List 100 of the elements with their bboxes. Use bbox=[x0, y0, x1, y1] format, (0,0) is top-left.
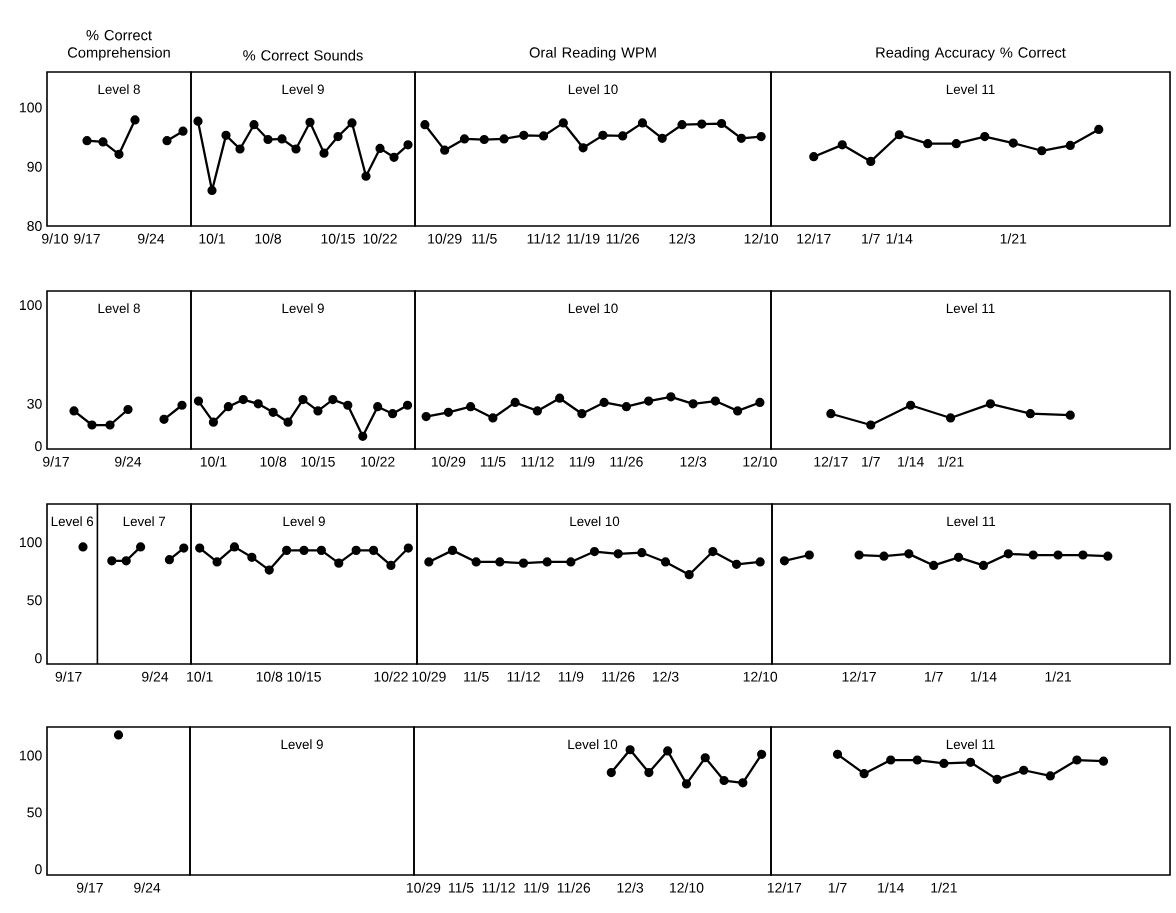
point bbox=[466, 402, 476, 412]
point bbox=[637, 118, 648, 128]
text: Level 9 bbox=[283, 516, 325, 527]
text: Level 8 bbox=[98, 303, 140, 314]
point bbox=[809, 152, 819, 162]
x-tick-label: 1/21 bbox=[1045, 671, 1071, 682]
point bbox=[826, 409, 836, 419]
x-tick-label: 11/12 bbox=[507, 671, 540, 682]
point bbox=[613, 549, 623, 559]
point bbox=[291, 144, 301, 154]
x-tick-label: 10/22 bbox=[363, 233, 397, 244]
point bbox=[710, 396, 720, 406]
point bbox=[420, 120, 430, 130]
y-tick-label: 0 bbox=[35, 864, 42, 875]
point bbox=[375, 143, 385, 153]
text: Level 11 bbox=[946, 739, 995, 750]
point bbox=[708, 546, 718, 557]
x-tick-label: 9/24 bbox=[115, 456, 142, 467]
point bbox=[164, 555, 175, 565]
point bbox=[755, 397, 765, 408]
point bbox=[178, 126, 188, 136]
point bbox=[334, 558, 344, 568]
point bbox=[386, 560, 396, 571]
point bbox=[283, 417, 293, 427]
point bbox=[663, 746, 673, 756]
point bbox=[479, 134, 489, 145]
point bbox=[358, 431, 368, 441]
point bbox=[837, 140, 847, 150]
point bbox=[107, 556, 117, 566]
chart-title: Reading Accuracy % Correct bbox=[876, 46, 1066, 61]
annotation: Level 7 bbox=[123, 516, 166, 527]
point bbox=[162, 136, 172, 146]
point bbox=[510, 397, 520, 408]
point bbox=[688, 399, 698, 409]
point bbox=[368, 545, 379, 555]
point bbox=[945, 413, 956, 423]
x-tick-label: 10/1 bbox=[187, 671, 213, 682]
x-tick-label: 12/17 bbox=[767, 882, 802, 893]
x-tick-label: 12/3 bbox=[652, 671, 679, 682]
point bbox=[621, 402, 631, 412]
point bbox=[978, 560, 989, 571]
y-tick-label: 50 bbox=[27, 595, 42, 606]
x-tick-label: 9/24 bbox=[142, 671, 169, 682]
text: Level 6 bbox=[51, 516, 94, 527]
x-tick-label: 9/24 bbox=[134, 882, 161, 893]
point bbox=[1003, 549, 1013, 559]
point bbox=[495, 557, 505, 567]
point bbox=[532, 406, 542, 416]
point bbox=[1053, 550, 1063, 560]
point bbox=[223, 402, 233, 412]
x-tick-label: 12/10 bbox=[670, 882, 704, 893]
point bbox=[263, 134, 273, 145]
text: Level 9 bbox=[282, 84, 324, 95]
x-tick-label: 1/14 bbox=[878, 882, 904, 893]
point bbox=[939, 758, 949, 769]
x-tick-label: 12/10 bbox=[744, 233, 779, 244]
point bbox=[666, 392, 676, 402]
point bbox=[402, 400, 413, 410]
point bbox=[755, 557, 765, 567]
x-tick-label: 11/12 bbox=[527, 233, 560, 244]
point bbox=[578, 143, 588, 153]
point bbox=[1025, 409, 1035, 419]
point bbox=[193, 396, 204, 406]
point bbox=[235, 144, 245, 154]
point bbox=[78, 542, 88, 552]
point bbox=[193, 116, 203, 126]
point bbox=[757, 749, 767, 759]
x-tick-label: 11/5 bbox=[448, 882, 474, 893]
point bbox=[443, 407, 453, 417]
point bbox=[69, 406, 79, 416]
point bbox=[598, 130, 608, 140]
point bbox=[923, 139, 933, 149]
point bbox=[277, 134, 287, 144]
point bbox=[538, 131, 549, 141]
point bbox=[98, 137, 108, 147]
text: Level 10 bbox=[568, 739, 618, 750]
point bbox=[985, 399, 996, 409]
point bbox=[499, 134, 509, 144]
point bbox=[912, 755, 922, 765]
point bbox=[388, 409, 398, 419]
x-tick-label: 10/15 bbox=[301, 456, 335, 467]
text: Level 10 bbox=[568, 303, 618, 314]
x-tick-label: 10/15 bbox=[287, 671, 321, 682]
x-tick-label: 12/3 bbox=[680, 456, 707, 467]
point bbox=[566, 557, 576, 567]
point bbox=[1094, 124, 1104, 135]
x-tick-label: 11/12 bbox=[482, 882, 515, 893]
point bbox=[1072, 755, 1082, 765]
point bbox=[589, 546, 600, 557]
point bbox=[644, 396, 654, 406]
x-tick-label: 11/19 bbox=[567, 233, 600, 244]
x-tick-label: 11/9 bbox=[569, 456, 595, 467]
point bbox=[618, 131, 628, 141]
point bbox=[1065, 410, 1075, 420]
chart-title: % Correct Sounds bbox=[243, 49, 363, 61]
x-tick-label: 9/17 bbox=[55, 671, 82, 682]
point bbox=[637, 548, 647, 558]
text: Level 8 bbox=[98, 84, 140, 95]
x-tick-label: 12/17 bbox=[842, 671, 876, 682]
point bbox=[179, 543, 189, 553]
